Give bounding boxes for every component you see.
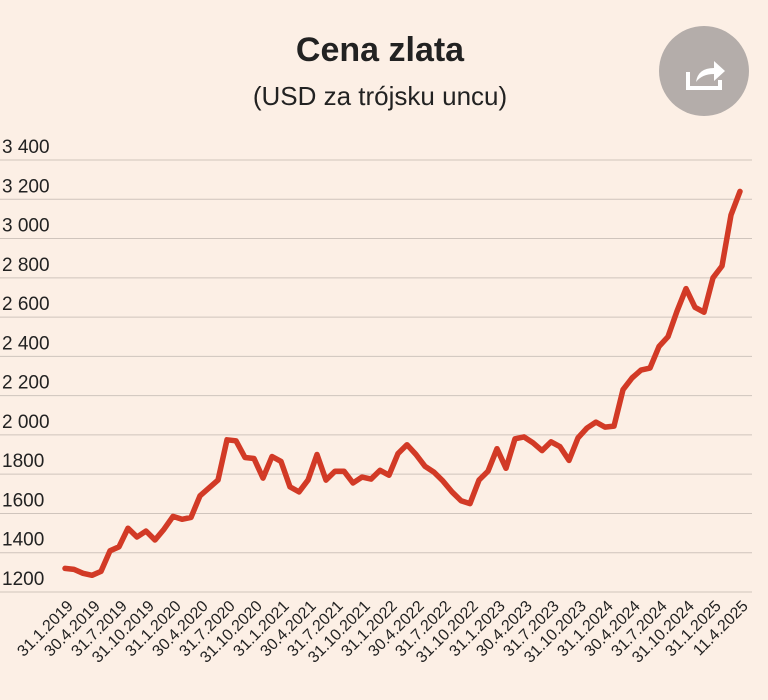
y-tick-label: 2 000 <box>2 412 50 433</box>
y-tick-label: 2 800 <box>2 255 50 276</box>
chart-title: Cena zlata <box>296 31 465 69</box>
y-tick-label: 3 000 <box>2 216 50 237</box>
y-tick-label: 1400 <box>2 530 44 551</box>
y-tick-label: 2 400 <box>2 333 50 354</box>
y-tick-label: 1800 <box>2 451 44 472</box>
y-tick-label: 3 400 <box>2 137 50 158</box>
y-tick-label: 1200 <box>2 569 44 590</box>
y-tick-label: 2 200 <box>2 373 50 394</box>
y-tick-label: 1600 <box>2 490 44 511</box>
y-tick-label: 2 600 <box>2 294 50 315</box>
y-tick-label: 3 200 <box>2 176 50 197</box>
share-button[interactable] <box>659 26 749 116</box>
chart-subtitle: (USD za trójsku uncu) <box>253 81 507 111</box>
price-line <box>62 188 743 579</box>
